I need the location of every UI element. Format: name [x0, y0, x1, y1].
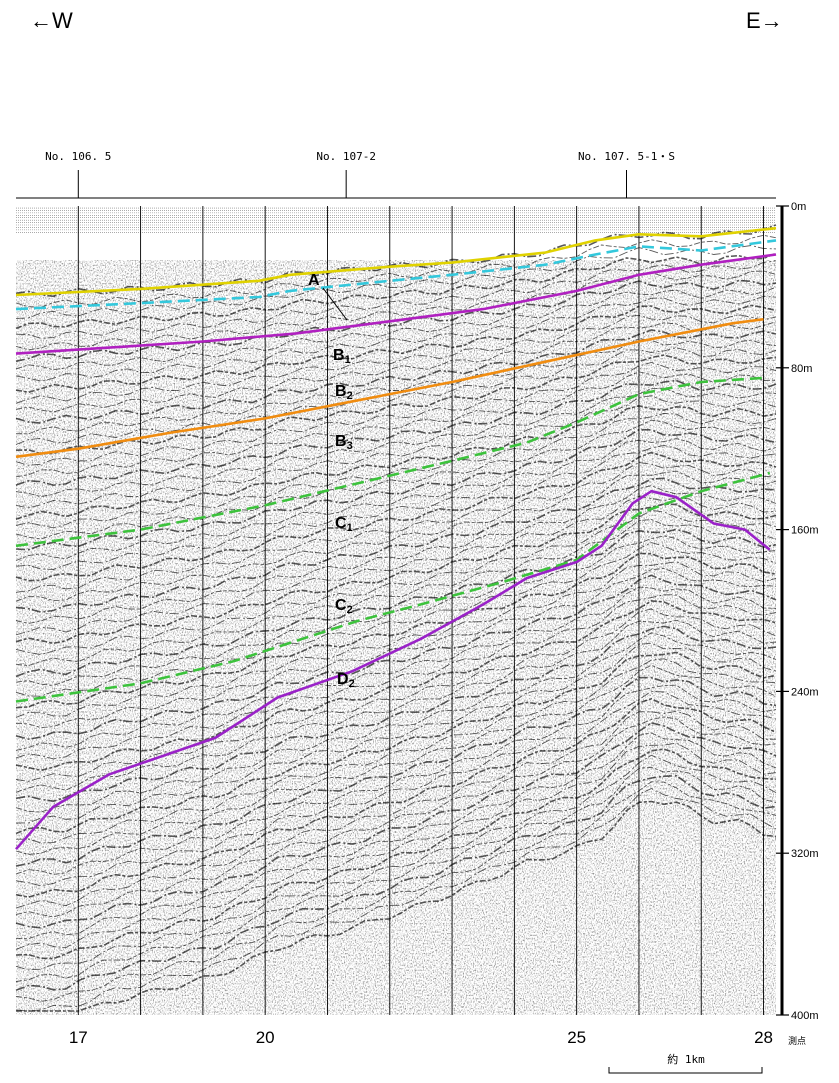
scale-bar: 約 1km [608, 1052, 763, 1074]
top-station-label: No. 107-2 [316, 150, 376, 163]
station-tick-label: 20 [256, 1028, 275, 1047]
depth-axis: 0m 80m 160m 240m 320m 400m [776, 201, 819, 1022]
horizon-b2-label: B2 [335, 383, 353, 402]
station-tick-label: 25 [567, 1028, 586, 1047]
depth-tick-label: 80m [791, 363, 812, 375]
depth-tick-label: 320m [791, 848, 819, 860]
horizon-labels: A B1 B2 B3 C1 C2 D2 [308, 272, 355, 690]
top-station-label: No. 106. 5 [45, 150, 111, 163]
seismic-speckle [16, 260, 776, 1015]
top-station-axis: No. 106. 5 No. 107-2 No. 107. 5-1・S [16, 150, 776, 199]
west-direction-label: ←W [30, 8, 73, 33]
horizon-b2-line [15, 253, 777, 355]
depth-tick-label: 0m [791, 201, 806, 213]
station-unit-label: 測点 [788, 1035, 806, 1047]
horizon-a-leader-line [322, 287, 348, 321]
horizon-d2-label: D2 [337, 671, 355, 690]
horizon-c1-label: C1 [335, 515, 353, 534]
bottom-station-axis: 17 20 25 28 測点 [69, 1028, 806, 1047]
station-tick-label: 17 [69, 1028, 88, 1047]
horizon-a-label: A [308, 272, 320, 289]
horizon-c2-line [15, 471, 771, 703]
horizon-c1-line [15, 376, 764, 548]
horizon-b3-label: B3 [335, 433, 353, 452]
horizon-c2-label: C2 [335, 597, 353, 616]
horizon-d2-line [15, 489, 771, 851]
scale-bar-label: 約 1km [667, 1052, 705, 1066]
depth-tick-label: 160m [791, 525, 819, 537]
horizon-a-line [15, 226, 777, 297]
east-direction-label: E→ [746, 8, 783, 33]
horizon-b3-line [15, 318, 764, 459]
horizon-b1-label: B1 [333, 347, 351, 366]
seismic-section: A B1 B2 B3 C1 C2 D2 [15, 203, 777, 1015]
depth-tick-label: 240m [791, 686, 819, 698]
scale-bar-line [608, 1067, 763, 1074]
horizon-b1-line [15, 239, 777, 311]
station-tick-label: 28 [754, 1028, 773, 1047]
top-station-label: No. 107. 5-1・S [578, 150, 675, 163]
interpreted-horizons [15, 226, 777, 851]
depth-tick-label: 400m [791, 1010, 819, 1022]
